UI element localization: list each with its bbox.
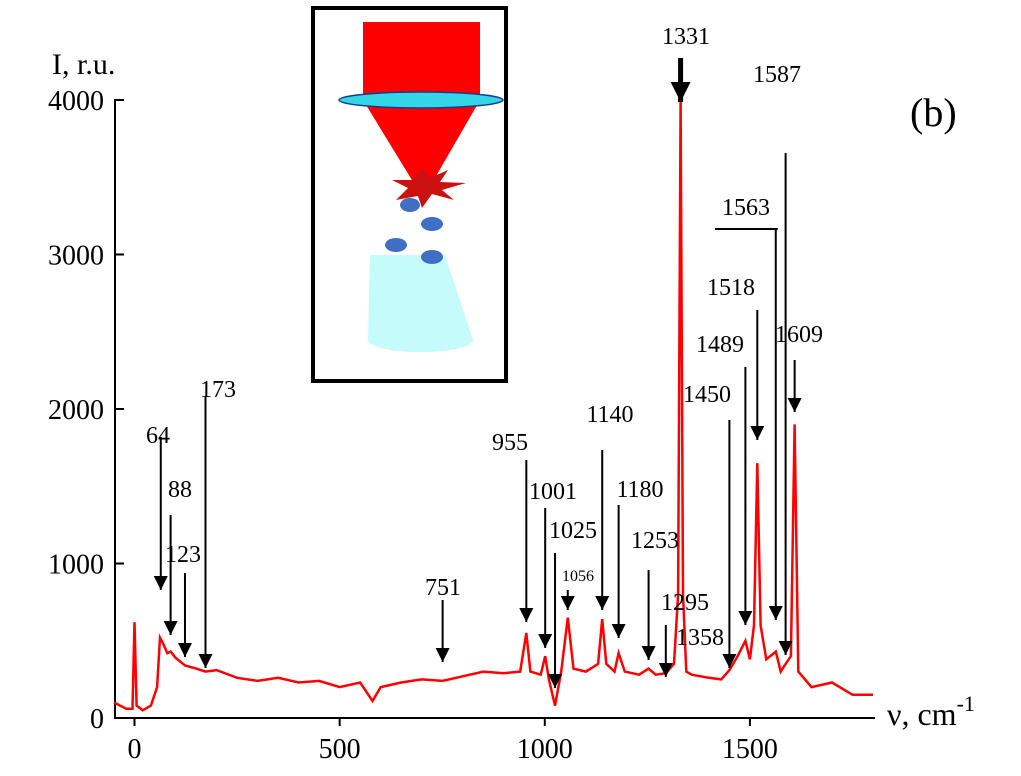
- x-tick-label: 500: [319, 734, 361, 765]
- peak-label: 1001: [529, 479, 577, 505]
- x-tick-label: 1000: [517, 734, 573, 765]
- peak-label: 1331: [662, 24, 710, 50]
- peak-label: 1295: [661, 590, 709, 616]
- x-axis-label-main: ν, cm: [887, 696, 957, 732]
- y-tick-label: 4000: [48, 86, 104, 117]
- y-tick-label: 3000: [48, 241, 104, 272]
- y-tick-label: 2000: [48, 395, 104, 426]
- y-tick-label: 1000: [48, 550, 104, 581]
- peak-label: 1180: [616, 477, 663, 503]
- peak-label: 1253: [631, 528, 679, 554]
- peak-label: 1563: [722, 195, 770, 221]
- x-tick-label: 1500: [722, 734, 778, 765]
- x-axis-label-sup: -1: [957, 691, 975, 716]
- y-axis-label: I, r.u.: [52, 48, 115, 81]
- y-tick-label: 0: [90, 704, 104, 735]
- peak-label: 1587: [753, 62, 801, 88]
- peak-label: 88: [168, 477, 192, 503]
- peak-label: 1140: [586, 402, 633, 428]
- x-axis-label: ν, cm-1: [887, 691, 975, 732]
- peak-label: 64: [146, 423, 170, 449]
- peak-label: 751: [425, 575, 461, 601]
- peak-label: 1025: [549, 518, 597, 544]
- x-tick-label: 0: [128, 734, 142, 765]
- peak-label: 1609: [775, 322, 823, 348]
- peak-label: 1489: [696, 332, 744, 358]
- inset: [311, 6, 508, 383]
- peak-label: 1518: [707, 275, 755, 301]
- peak-label: 1056: [562, 568, 594, 585]
- peak-label: 1358: [676, 625, 724, 651]
- panel-label: (b): [910, 90, 957, 135]
- spectrum-line: [113, 101, 873, 712]
- peak-label: 1450: [683, 382, 731, 408]
- peak-label: 123: [165, 542, 201, 568]
- peak-label: 955: [492, 430, 528, 456]
